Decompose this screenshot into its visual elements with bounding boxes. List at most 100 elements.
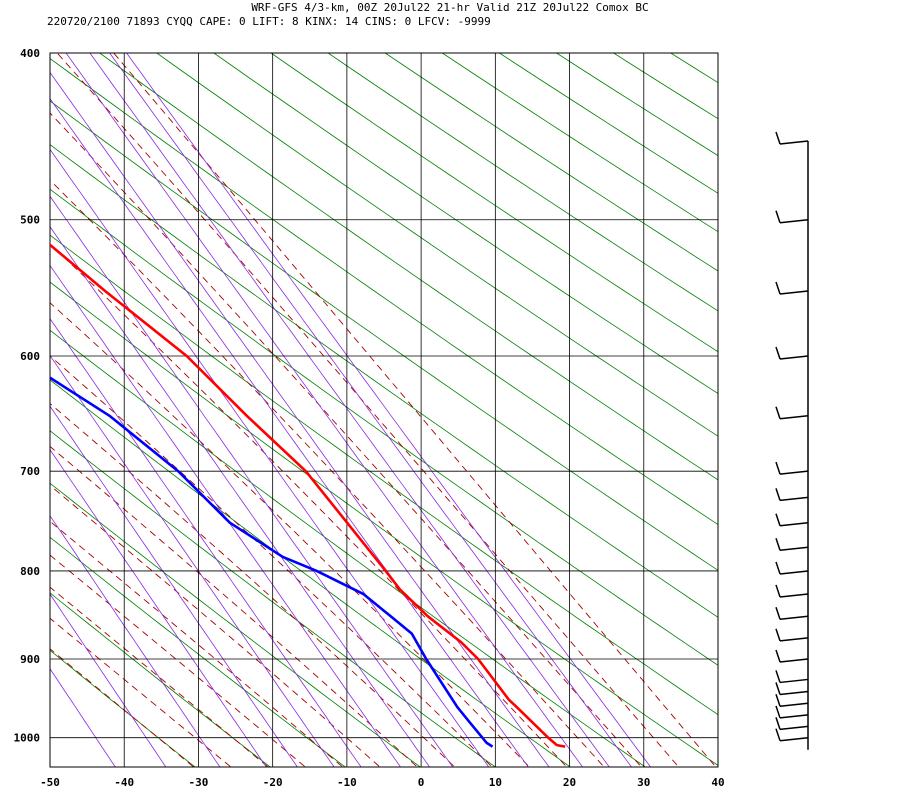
temperature-tick-label: 20 <box>563 776 576 789</box>
wind-barbs <box>775 131 809 750</box>
temperature-tick-label: 40 <box>711 776 724 789</box>
temperature-tick-label: -30 <box>189 776 209 789</box>
grid <box>49 52 719 768</box>
pressure-tick-label: 700 <box>20 465 40 478</box>
mixing-ratio-line <box>50 405 298 767</box>
wind-barb-flag <box>775 649 781 663</box>
axes: 400 500 600 700 800 900 1000 -50 -40 -30 -20 -10 0 10… <box>14 47 725 789</box>
dry-adiabat <box>50 144 718 618</box>
chart-title: WRF-GFS 4/3-km, 00Z 20Jul22 21-hr Valid … <box>251 1 648 14</box>
temperature-tick-label: -40 <box>114 776 134 789</box>
dry-adiabat <box>498 53 718 194</box>
wind-barb <box>779 658 809 663</box>
mixing-ratio-line <box>50 354 335 767</box>
dry-adiabat <box>50 592 271 767</box>
mixing-ratio-line <box>50 667 116 767</box>
dry-adiabat <box>50 234 718 716</box>
profiles <box>50 243 566 748</box>
dewpoint-profile <box>50 376 494 748</box>
wind-barb <box>779 140 809 145</box>
wind-barb <box>779 470 809 475</box>
wind-barb-flag <box>775 346 781 360</box>
wind-barb-flag <box>775 584 781 598</box>
temperature-profile <box>50 243 566 748</box>
wind-barb-flag <box>775 682 781 695</box>
pressure-tick-label: 500 <box>20 214 40 227</box>
mixing-ratio-line <box>50 226 431 767</box>
dry-adiabat <box>50 379 571 767</box>
wind-barb-flag <box>775 728 781 741</box>
mixing-ratio-line <box>50 318 362 767</box>
moist-adiabat <box>50 403 456 767</box>
wind-barb-flag <box>775 488 781 501</box>
wind-barb-flag <box>775 628 781 642</box>
dry-adiabat <box>50 649 196 767</box>
temperature-tick-label: -20 <box>263 776 283 789</box>
mixing-ratio-line <box>50 515 221 767</box>
wind-barb <box>779 521 809 527</box>
wind-barb-flag <box>775 513 781 526</box>
dry-adiabat <box>327 53 718 312</box>
temperature-tick-label: 10 <box>489 776 502 789</box>
wind-barb <box>779 690 809 696</box>
moist-adiabat <box>56 53 680 767</box>
wind-barb-flag <box>775 131 781 145</box>
temperature-tick-label: -50 <box>40 776 60 789</box>
dry-adiabat <box>697 34 900 774</box>
station-info: 220720/2100 71893 CYQQ CAPE: 0 LIFT: 8 K… <box>47 15 491 28</box>
wind-barb-flag <box>775 461 781 475</box>
wind-barb-flag <box>775 705 781 719</box>
temperature-tick-label: -10 <box>337 776 357 789</box>
dry-adiabat <box>669 53 718 84</box>
mixing-ratio-line <box>126 53 652 767</box>
dry-adiabat <box>50 281 718 766</box>
temperature-tick-label: 30 <box>637 776 650 789</box>
dry-adiabat <box>50 100 718 571</box>
moist-adiabat <box>50 484 381 767</box>
dry-adiabat <box>213 53 718 394</box>
wind-barb-flag <box>775 210 781 223</box>
mixing-ratio-line <box>50 264 401 767</box>
temperature-tick-label: 0 <box>418 776 425 789</box>
mixing-ratio-line <box>65 53 584 767</box>
wind-barb-flag <box>775 717 781 730</box>
dry-adiabat <box>99 53 718 481</box>
pressure-tick-label: 800 <box>20 565 40 578</box>
dry-adiabat <box>50 482 421 767</box>
wind-barb-flag <box>775 670 781 683</box>
wind-barb-flag <box>775 607 781 620</box>
mixing-ratio-line <box>50 449 267 767</box>
wind-barb-flag <box>775 537 781 551</box>
moist-adiabat <box>50 445 418 767</box>
wind-barb <box>779 415 809 420</box>
mixing-ratio-line <box>109 53 632 767</box>
dry-adiabat <box>50 329 646 767</box>
dry-adiabat <box>50 430 496 767</box>
background-lines <box>50 34 900 774</box>
mixing-ratio-line <box>50 195 454 767</box>
mixing-ratio-line <box>50 593 167 767</box>
wind-barb <box>779 218 809 224</box>
pressure-tick-label: 1000 <box>14 732 41 745</box>
wind-barb <box>779 615 809 620</box>
wind-barb <box>779 736 809 742</box>
wind-barb-flag <box>775 281 781 295</box>
dry-adiabat <box>50 536 346 767</box>
dry-adiabat <box>441 53 718 233</box>
mixing-ratio-line <box>50 148 490 767</box>
moist-adiabat <box>50 554 306 767</box>
wind-barb <box>779 355 809 360</box>
dry-adiabat <box>612 53 718 120</box>
moist-adiabat <box>50 302 531 767</box>
wind-barb <box>779 593 809 598</box>
wind-barb <box>779 678 809 684</box>
moist-adiabat <box>113 53 717 767</box>
wind-barb-flag <box>775 561 781 575</box>
wind-barb <box>779 290 809 295</box>
wind-barb <box>779 570 809 575</box>
wind-barb-flag <box>775 694 781 707</box>
pressure-tick-label: 400 <box>20 47 40 60</box>
wind-barb <box>779 637 809 642</box>
moist-adiabat <box>50 112 642 767</box>
